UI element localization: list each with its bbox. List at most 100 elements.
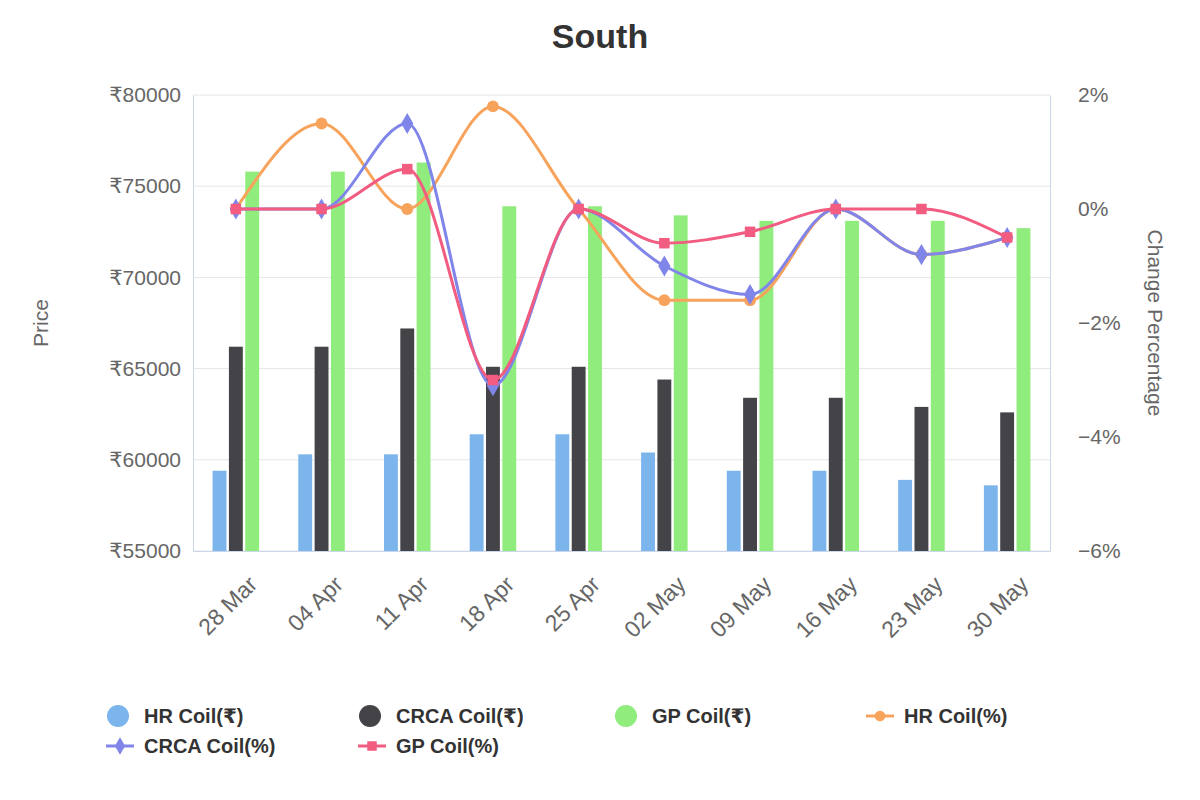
- legend-marker: [367, 741, 376, 750]
- y-tick-label: ₹70000: [109, 266, 181, 289]
- y-tick: ₹80000: [109, 83, 193, 106]
- y-tick-label: ₹75000: [109, 174, 181, 197]
- marker: [230, 203, 242, 215]
- x-tick-label: 18 Apr: [454, 571, 520, 637]
- x-tick-label: 23 May: [876, 571, 948, 643]
- marker: [401, 113, 413, 134]
- marker: [573, 203, 585, 215]
- bar: [674, 215, 688, 551]
- x-tick-label: 04 Apr: [282, 571, 348, 637]
- grid-line: [193, 186, 1050, 187]
- bar: [829, 398, 843, 551]
- y2-axis-line: [1050, 96, 1051, 552]
- y2-tick-label: −2%: [1078, 311, 1121, 334]
- bar: [915, 407, 929, 551]
- x-tick: 23 May: [876, 551, 948, 643]
- bar: [331, 172, 345, 551]
- bar: [812, 471, 826, 551]
- bar: [486, 367, 500, 551]
- marker: [401, 203, 413, 215]
- bar: [743, 398, 757, 551]
- y-tick: ₹75000: [109, 174, 193, 197]
- bar: [1000, 412, 1014, 551]
- marker: [744, 284, 756, 305]
- legend-swatch: [615, 705, 637, 727]
- grid: [193, 95, 1050, 551]
- y-tick-label: ₹65000: [109, 357, 181, 380]
- y-tick-label: ₹55000: [109, 539, 181, 562]
- x-tick-label: 25 Apr: [540, 571, 606, 637]
- legend-label: HR Coil(%): [904, 705, 1007, 727]
- marker: [573, 198, 585, 219]
- y2-axis-title: Change Percentage: [1144, 230, 1167, 417]
- y2-tick: −6%: [1050, 539, 1121, 562]
- x-tick: 28 Mar: [193, 551, 262, 640]
- marker: [487, 375, 499, 396]
- legend-item[interactable]: HR Coil(₹): [107, 705, 243, 727]
- legend-label: CRCA Coil(₹): [396, 705, 524, 727]
- bar: [229, 347, 243, 551]
- y-tick: ₹65000: [109, 357, 193, 380]
- x-tick-label: 09 May: [705, 571, 777, 643]
- x-tick-label: 30 May: [962, 571, 1034, 643]
- marker: [316, 118, 328, 130]
- marker: [658, 294, 670, 306]
- legend-swatch: [359, 705, 381, 727]
- x-tick-label: 11 Apr: [369, 571, 433, 635]
- bar: [984, 485, 998, 551]
- title: South: [552, 17, 648, 55]
- y-tick: ₹70000: [109, 266, 193, 289]
- y2-tick-label: −6%: [1078, 539, 1121, 562]
- bar: [1017, 228, 1031, 551]
- y-axis-title: Price: [29, 299, 52, 347]
- legend-item[interactable]: GP Coil(₹): [615, 705, 751, 727]
- legend-marker: [115, 737, 125, 755]
- y-tick-label: ₹60000: [109, 448, 181, 471]
- marker: [315, 198, 327, 219]
- legend-label: CRCA Coil(%): [144, 735, 275, 757]
- legend-label: HR Coil(₹): [144, 705, 243, 727]
- bar: [759, 221, 773, 551]
- x-tick: 11 Apr: [369, 551, 433, 635]
- y-tick: ₹60000: [109, 448, 193, 471]
- y2-tick-label: −4%: [1078, 425, 1121, 448]
- x-tick: 16 May: [790, 551, 862, 643]
- x-tick-label: 16 May: [790, 571, 862, 643]
- y2-tick: −2%: [1050, 311, 1121, 334]
- y-axis-line: [193, 96, 194, 552]
- line-series: [230, 113, 1014, 396]
- legend-marker: [875, 711, 886, 722]
- legend-item[interactable]: CRCA Coil(%): [106, 735, 275, 757]
- y2-tick: 2%: [1050, 83, 1108, 106]
- bar: [931, 221, 945, 551]
- bar: [657, 380, 671, 551]
- marker: [488, 375, 498, 385]
- plot-area: [213, 100, 1031, 551]
- x-axis-line: [194, 551, 1051, 552]
- y-tick-label: ₹80000: [109, 83, 181, 106]
- x-tick-label: 28 Mar: [193, 571, 262, 640]
- marker: [831, 204, 841, 214]
- y2-tick: −4%: [1050, 425, 1121, 448]
- legend-item[interactable]: CRCA Coil(₹): [359, 705, 524, 727]
- legend-label: GP Coil(₹): [652, 705, 751, 727]
- line: [236, 106, 1007, 300]
- x-tick: 09 May: [705, 551, 777, 643]
- bar: [727, 471, 741, 551]
- marker: [231, 204, 241, 214]
- grid-line: [193, 277, 1050, 278]
- bar: [588, 206, 602, 551]
- marker: [915, 244, 927, 265]
- marker: [573, 204, 583, 214]
- marker: [659, 238, 669, 248]
- marker: [1001, 232, 1013, 244]
- legend-item[interactable]: GP Coil(%): [358, 735, 499, 757]
- legend-label: GP Coil(%): [396, 735, 499, 757]
- y2-tick-label: 2%: [1078, 83, 1108, 106]
- line: [236, 124, 1007, 386]
- bar: [245, 172, 259, 551]
- bar-series: [245, 162, 1030, 551]
- legend-item[interactable]: HR Coil(%): [866, 705, 1007, 727]
- x-axis: 28 Mar04 Apr11 Apr18 Apr25 Apr02 May09 M…: [193, 551, 1050, 643]
- legend-swatch: [107, 705, 129, 727]
